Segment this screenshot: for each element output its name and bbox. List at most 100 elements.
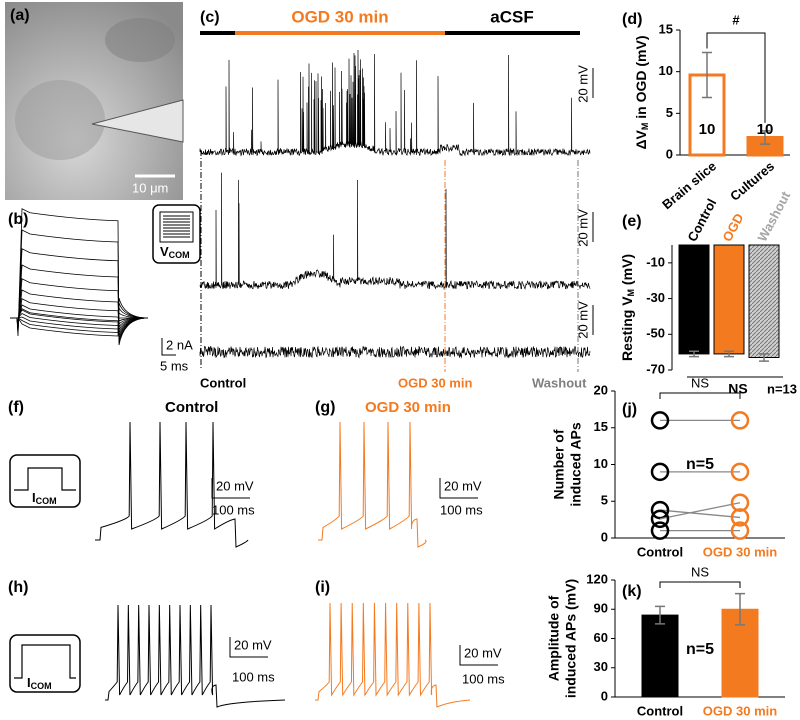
x-tick-label: Control (684, 196, 719, 244)
marker-label: Washout (532, 375, 587, 390)
bar (713, 244, 745, 355)
bar (678, 244, 710, 355)
point (730, 508, 750, 527)
current-trace (10, 312, 149, 326)
significance-label: NS (728, 381, 747, 397)
pipette (91, 99, 184, 143)
scale-label: 20 mV (575, 301, 590, 339)
y-tick-label: 30 (594, 659, 608, 674)
scale-label: 100 ms (462, 671, 505, 686)
n-label: n=5 (686, 456, 714, 473)
voltage-trace (199, 49, 591, 157)
y-tick-label: 20 (594, 382, 608, 397)
y-tick-label: 10 (594, 456, 608, 471)
marker-label: OGD 30 min (398, 375, 472, 390)
error-bar (702, 51, 712, 99)
panel-label: (h) (8, 579, 28, 596)
error-bar (759, 353, 769, 362)
x-tick-label: Washout (754, 188, 793, 244)
y-axis-label-part: (mV) (619, 254, 635, 289)
error-bar (724, 350, 734, 358)
scale-label: 20 mV (234, 637, 272, 652)
n-label: 10 (757, 121, 774, 138)
scale-label: 20 mV (444, 478, 482, 493)
significance-bracket (706, 32, 766, 123)
y-axis-label-sub: M (626, 289, 636, 297)
panel-label: (f) (8, 399, 24, 416)
period-label: OGD 30 min (291, 7, 388, 26)
current-trace (10, 304, 149, 325)
point (730, 411, 750, 430)
inset-label-main: I (32, 490, 36, 505)
current-trace (10, 229, 149, 343)
inset-label-main: I (27, 675, 31, 690)
inset-protocol (14, 644, 76, 679)
x-tick-label: Cultures (727, 158, 777, 203)
inset-label-sub: COM (31, 681, 52, 691)
panel-title: OGD 30 min (365, 399, 451, 416)
y-axis-label-part: ΔV (633, 129, 649, 149)
y-tick-label: 0 (601, 688, 608, 703)
inset-label: ICOM (27, 675, 52, 691)
y-tick-label: 15 (659, 21, 673, 36)
error-bar (655, 605, 665, 625)
scale-label: 100 ms (440, 502, 483, 517)
period-label: aCSF (490, 7, 533, 26)
scale-bar (459, 645, 498, 666)
current-trace (10, 308, 149, 322)
scale-label: 20 mV (575, 65, 590, 103)
cell (105, 18, 175, 62)
panel-label: (c) (200, 9, 220, 26)
y-axis-label: Number of (551, 429, 567, 499)
panel-label: (d) (622, 11, 642, 28)
scale-label: 20 mV (575, 209, 590, 247)
y-tick-label: -70 (646, 361, 665, 376)
error-bar (689, 350, 699, 358)
panel-label: (j) (622, 401, 637, 418)
y-axis-label: Amplitude of (546, 595, 562, 681)
current-trace (10, 306, 149, 330)
scale-bar (229, 637, 268, 658)
y-tick-label: 120 (586, 571, 608, 586)
y-tick-label: 0 (601, 529, 608, 544)
cell (15, 80, 105, 160)
inset-box (9, 634, 81, 693)
panel-label: (g) (315, 399, 335, 416)
voltage-trace (199, 345, 591, 359)
y-axis-label-sub: M (640, 123, 650, 131)
significance-label: NS (691, 564, 709, 579)
scale-label: 2 nA (166, 337, 193, 352)
current-trace (10, 298, 149, 329)
point (650, 500, 670, 520)
x-tick-label: OGD 30 min (703, 544, 777, 559)
y-tick-label: 60 (594, 630, 608, 645)
current-trace (10, 302, 149, 333)
ap-trace (95, 421, 249, 548)
y-tick-label: 5 (666, 105, 673, 120)
inset-protocol (14, 467, 76, 491)
y-tick-label: 5 (601, 493, 608, 508)
point (730, 521, 750, 540)
y-tick-label: -50 (646, 326, 665, 341)
y-tick-label: -10 (646, 254, 665, 269)
significance-label: # (732, 12, 740, 27)
y-tick-label: -30 (646, 290, 665, 305)
point (650, 411, 670, 430)
y-tick-label: 10 (659, 63, 673, 78)
n-label: 10 (699, 121, 716, 138)
scale-label: 20 mV (464, 645, 502, 660)
y-tick-label: 90 (594, 601, 608, 616)
x-tick-label: Control (637, 544, 683, 559)
y-axis-label: ΔVM in OGD (mV) (633, 35, 651, 149)
point (650, 521, 670, 540)
x-tick-label: OGD (719, 211, 746, 244)
n-label: n=13 (767, 381, 797, 396)
panel-label: (b) (8, 211, 28, 228)
panel-title: Control (165, 399, 218, 416)
panel-label: (i) (315, 579, 330, 596)
current-trace (10, 208, 149, 346)
inset-label: VCOM (160, 244, 190, 260)
point (730, 493, 750, 512)
ap-trace (105, 604, 286, 708)
